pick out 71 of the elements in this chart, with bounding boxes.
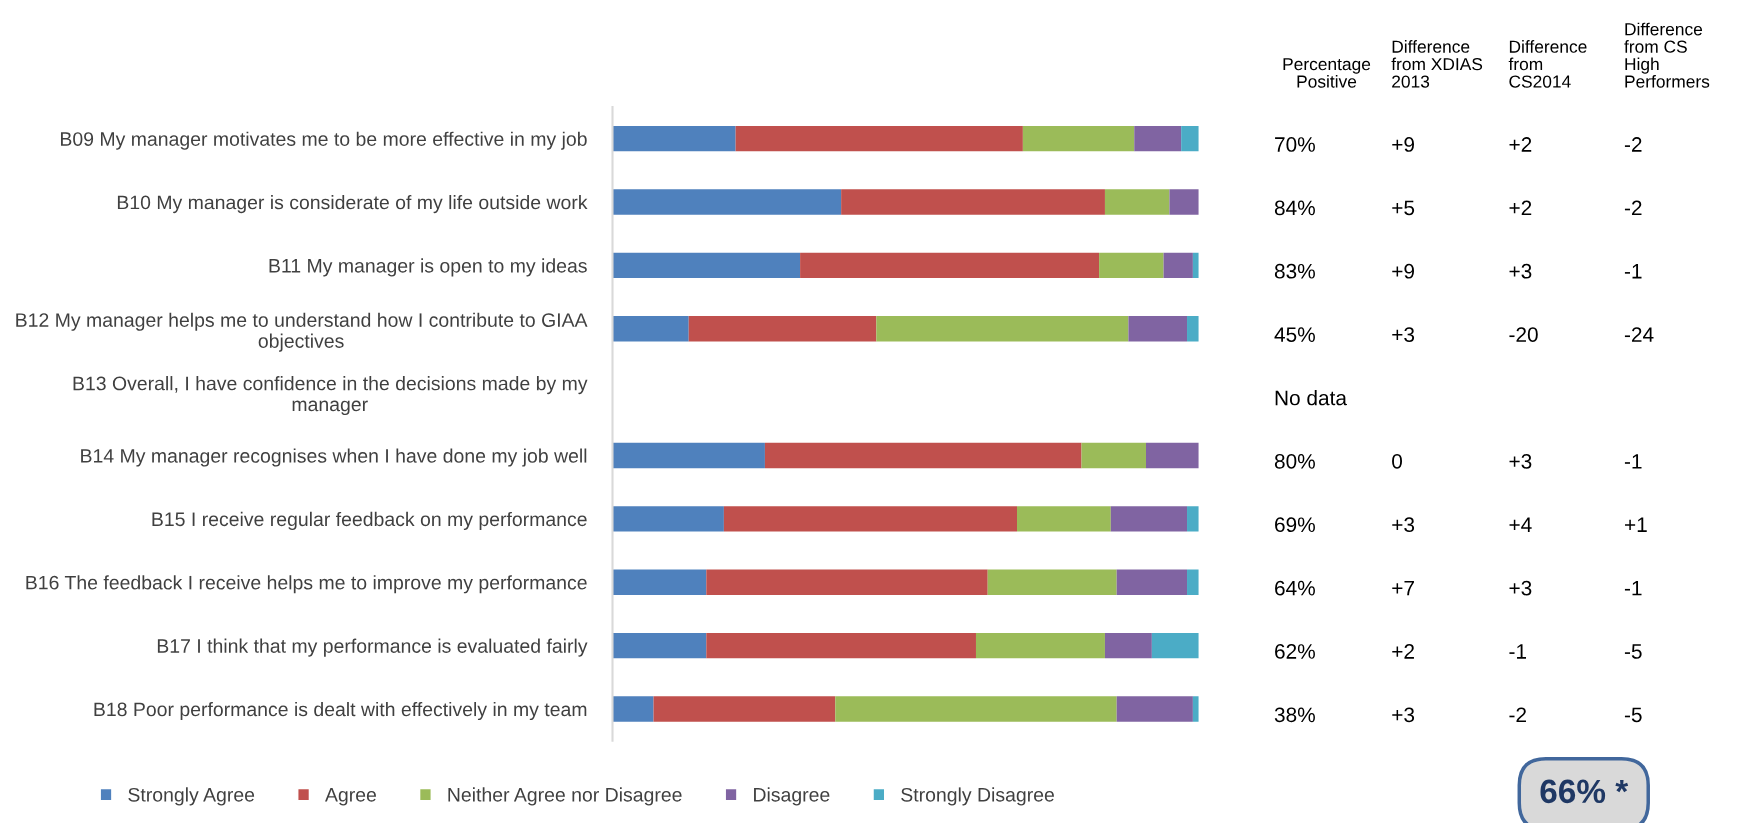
bar	[876, 316, 1129, 342]
legend-label: Strongly Disagree	[901, 787, 1054, 806]
y-tick-label: B13 Overall, I have confidence in the decisions made by my manager	[73, 376, 588, 416]
bar	[1145, 442, 1199, 469]
text: Percentage Positive	[1283, 58, 1371, 88]
bar	[1169, 189, 1199, 215]
bar	[1017, 506, 1111, 532]
bar	[612, 506, 724, 532]
bar	[1110, 506, 1188, 532]
text: No data	[1275, 390, 1347, 406]
y-tick-label: B09 My manager motivates me to be more effective in my job	[61, 131, 587, 150]
y-tick-label: B15 I receive regular feedback on my performance	[152, 511, 587, 530]
bar	[1116, 696, 1193, 722]
bar	[800, 252, 1100, 279]
y-tick-label: B10 My manager is considerate of my life outside work	[117, 195, 588, 214]
text: 62% +2 -1 -5	[1275, 644, 1642, 659]
bar	[723, 506, 1018, 532]
bar	[1128, 316, 1188, 342]
bar	[987, 569, 1117, 595]
bar	[612, 189, 842, 215]
bar	[1181, 126, 1199, 152]
y-tick-label: B17 I think that my performance is evaluated fairly	[157, 638, 588, 657]
bar	[841, 189, 1105, 215]
bar	[612, 569, 707, 595]
text: Difference from XDIAS 2013	[1391, 40, 1483, 88]
bar	[688, 316, 877, 342]
text: Difference from CS High Performers	[1624, 22, 1710, 88]
bar	[735, 126, 1023, 152]
bar	[612, 632, 707, 659]
text: 38% +3 -2 -5	[1274, 707, 1642, 723]
bar	[1104, 189, 1170, 215]
text: 70% +9 +2 -2	[1275, 137, 1642, 152]
bar	[1104, 632, 1152, 659]
text: 69% +3 +4 +1	[1275, 517, 1647, 533]
legend-label: Disagree	[754, 787, 830, 806]
bar	[653, 696, 836, 722]
legend-label: Strongly Agree	[128, 787, 255, 806]
bar	[975, 632, 1105, 659]
legend-label: Agree	[325, 788, 376, 806]
bar	[1187, 569, 1199, 595]
text: Difference from CS2014	[1508, 40, 1587, 88]
bar	[835, 696, 1117, 722]
bar	[1134, 126, 1182, 152]
text: 45% +3 -20 -24	[1274, 327, 1654, 342]
bar	[612, 442, 765, 469]
text: 83% +9 +3 -1	[1274, 263, 1642, 279]
bar	[612, 316, 689, 342]
y-tick-label: B11 My manager is open to my ideas	[269, 258, 587, 277]
bar	[1081, 442, 1146, 469]
y-tick-label: B14 My manager recognises when I have done my job well	[81, 448, 587, 467]
bar	[764, 442, 1082, 469]
y-tick-label: B12 My manager helps me to understand how I contribute to GIAA objectives	[16, 312, 588, 352]
y-tick-label: B18 Poor performance is dealt with effectively in my team	[94, 701, 587, 721]
bar	[706, 569, 988, 595]
text: 64% +7 +3 -1	[1275, 580, 1642, 596]
bar	[1163, 252, 1193, 279]
bar	[612, 252, 801, 279]
y-tick-label: B16 The feedback I receive helps me to improve my performance	[26, 575, 587, 594]
bar	[612, 696, 654, 722]
bar	[612, 126, 736, 152]
text: 84% +5 +2 -2	[1274, 200, 1642, 216]
bar	[706, 632, 976, 659]
bar	[1187, 316, 1199, 342]
bar	[1099, 252, 1164, 279]
bar	[1187, 506, 1199, 532]
text: 80% 0 +3 -1	[1274, 453, 1642, 469]
bar	[1022, 126, 1135, 152]
text: 66% *	[1540, 779, 1629, 804]
bar	[1151, 632, 1199, 659]
bar	[1116, 569, 1188, 595]
legend-label: Neither Agree nor Disagree	[448, 787, 682, 806]
